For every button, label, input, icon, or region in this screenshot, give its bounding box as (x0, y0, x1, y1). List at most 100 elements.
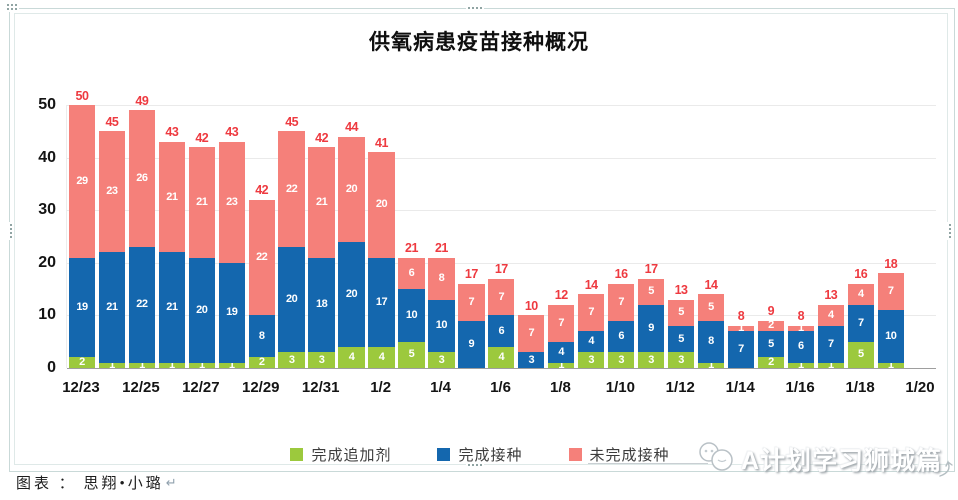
y-axis-tick-0: 0 (47, 359, 56, 376)
paragraph-return-icon: ↵ (165, 474, 177, 490)
segment-value-label: 3 (288, 353, 295, 366)
legend-item-完成接种: 完成接种 (437, 444, 522, 465)
segment-value-label: 4 (558, 345, 565, 358)
bar-slot-1/1: 4 20 20 44 (337, 105, 367, 368)
bar-12/30: 3 20 22 45 (278, 116, 305, 368)
legend-label: 完成接种 (458, 447, 523, 464)
segment-完成追加剂-1/15: 2 (757, 357, 785, 368)
y-axis-tick-20: 20 (38, 253, 56, 271)
watermark: A计划学习狮城篇 (695, 440, 942, 477)
segment-value-label: 5 (768, 337, 774, 350)
total-value-label-1/4: 21 (434, 241, 448, 256)
segment-完成接种-1/10: 6 (607, 320, 635, 353)
segment-value-label: 1 (887, 358, 894, 371)
segment-完成追加剂-1/12: 3 (667, 352, 695, 368)
segment-完成追加剂-1/9: 3 (578, 352, 605, 368)
segment-value-label: 1 (139, 358, 145, 371)
segment-value-label: 18 (315, 298, 328, 311)
segment-完成接种-1/5: 9 (458, 320, 485, 368)
segment-value-label: 21 (106, 301, 118, 314)
segment-未完成接种-1/18: 4 (847, 283, 874, 305)
total-value-label-1/9: 14 (584, 277, 598, 292)
bar-slot-1/19: 1 10 7 18 (876, 105, 906, 371)
segment-完成追加剂-1/10: 3 (607, 352, 635, 368)
segment-未完成接种-1/7: 7 (518, 315, 545, 353)
total-value-label-1/10: 16 (614, 267, 628, 282)
x-axis-tick-1/18: 1/18 (845, 379, 875, 396)
legend-item-未完成接种: 未完成接种 (568, 444, 670, 465)
legend-swatch-icon (568, 448, 582, 461)
bar-1/18: 5 7 4 16 (847, 268, 874, 368)
gridline-y-30 (67, 210, 936, 212)
segment-未完成接种-1/14: 1 (727, 322, 755, 335)
plot-area: 2 19 29 50 1 21 23 45 1 22 26 49 1 21 21 43 1 20 21 42 1 19 23… (66, 90, 936, 371)
segment-未完成接种-12/28: 23 (218, 141, 245, 263)
total-value-label-1/3: 21 (405, 241, 418, 256)
segment-value-label: 9 (648, 322, 654, 335)
segment-未完成接种-1/15: 2 (757, 320, 785, 332)
segment-value-label: 4 (857, 287, 864, 300)
segment-value-label: 5 (708, 301, 714, 314)
segment-value-label: 5 (678, 332, 684, 345)
segment-完成追加剂-1/4: 3 (428, 352, 455, 368)
bar-slot-1/17: 1 7 4 13 (816, 105, 846, 370)
bar-slot-12/29: 2 8 22 42 (247, 105, 277, 368)
selection-handle-bottom-center[interactable] (466, 462, 484, 468)
bar-1/1: 4 20 20 44 (338, 121, 365, 368)
x-axis-tick-12/27: 12/27 (182, 379, 220, 396)
segment-value-label: 3 (588, 353, 594, 366)
segment-value-label: 10 (405, 308, 418, 321)
segment-完成追加剂-1/13: 1 (697, 358, 725, 371)
legend-swatch-icon (290, 448, 304, 461)
total-value-label-1/18: 16 (854, 267, 868, 282)
legend-swatch-icon (437, 448, 451, 461)
segment-完成追加剂-1/11: 3 (637, 352, 665, 368)
selection-handle-top-center[interactable] (466, 5, 484, 11)
segment-value-label: 29 (76, 174, 88, 187)
segment-value-label: 17 (375, 295, 388, 308)
segment-value-label: 21 (196, 195, 208, 208)
y-axis-tick-50: 50 (38, 96, 56, 113)
y-axis-tick-10: 10 (38, 306, 56, 324)
segment-完成追加剂-12/28: 1 (218, 359, 245, 370)
selection-handle-left-middle[interactable] (8, 222, 14, 240)
segment-value-label: 22 (256, 251, 268, 264)
segment-完成接种-12/25: 22 (128, 247, 156, 363)
x-axis-tick-12/23: 12/23 (62, 379, 100, 396)
total-value-label-1/7: 10 (524, 298, 538, 313)
x-axis-tick-1/20: 1/20 (905, 379, 935, 396)
segment-value-label: 6 (498, 324, 505, 337)
segment-value-label: 7 (588, 306, 594, 319)
total-value-label-1/1: 44 (345, 120, 358, 135)
bar-slot-12/25: 1 22 26 49 (127, 95, 157, 371)
segment-value-label: 5 (678, 306, 684, 319)
segment-value-label: 20 (345, 182, 358, 195)
segment-value-label: 26 (136, 172, 148, 185)
segment-value-label: 1 (708, 358, 714, 371)
document-caption: 图表 ： 思翔•小璐 ↵ (16, 472, 177, 493)
segment-value-label: 20 (375, 198, 388, 211)
selection-handle-right-middle[interactable] (947, 222, 953, 240)
segment-value-label: 4 (498, 350, 505, 363)
total-value-label-1/5: 17 (464, 267, 478, 282)
segment-完成接种-1/2: 17 (368, 257, 395, 347)
bar-slot-1/8: 1 4 7 12 (546, 105, 576, 370)
segment-value-label: 5 (648, 285, 654, 298)
segment-完成接种-12/28: 19 (218, 262, 245, 363)
bar-1/17: 1 7 4 13 (817, 289, 844, 370)
segment-value-label: 2 (258, 356, 265, 369)
selection-handle-top-left[interactable] (5, 2, 19, 12)
x-axis-tick-12/25: 12/25 (122, 379, 160, 396)
total-value-label-1/8: 12 (554, 288, 568, 303)
bar-1/3: 5 10 6 21 (398, 242, 425, 368)
segment-value-label: 1 (738, 322, 744, 335)
segment-完成接种-1/13: 8 (697, 320, 725, 363)
segment-完成接种-1/3: 10 (398, 289, 425, 342)
segment-未完成接种-1/9: 7 (578, 294, 605, 332)
y-axis-tick-40: 40 (38, 148, 56, 166)
segment-value-label: 3 (618, 353, 624, 366)
segment-完成接种-12/24: 21 (98, 252, 126, 363)
